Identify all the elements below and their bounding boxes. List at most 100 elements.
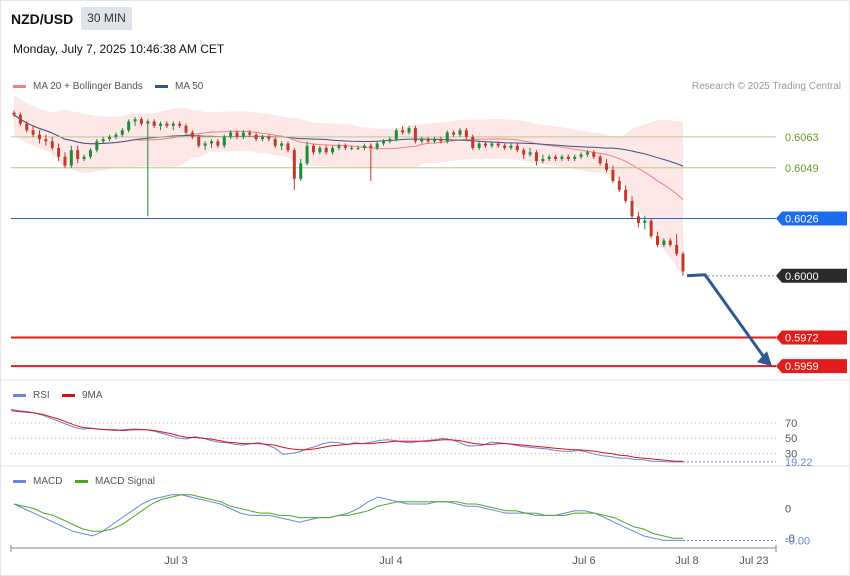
candle [458,128,462,137]
badge-label: 0.6000 [785,271,819,283]
candle [37,130,41,144]
candle-body [292,150,296,179]
candle-body [515,145,519,151]
candle-body [216,141,220,146]
candle-body [439,139,443,142]
badge-shape [776,268,847,283]
candle-body [413,128,417,142]
candle-body [420,139,424,142]
badge-label: 0.6026 [785,213,819,225]
candle [509,143,513,151]
candle [95,139,99,153]
candle-body [426,139,430,142]
candle [382,139,386,146]
candle-body [286,143,290,151]
candle [216,139,220,148]
candle-body [63,156,67,166]
candle [624,185,628,204]
candle [210,139,214,148]
candle [439,136,443,144]
candle [636,211,640,228]
candle-body [452,132,456,135]
resistance-label: 0.6063 [785,132,819,144]
candle [547,154,551,162]
rsi-tick-label: 70 [785,418,797,430]
candle-body [76,150,80,159]
candle [483,141,487,148]
candle-body [547,156,551,159]
candle [197,134,201,148]
candle-body [668,240,672,245]
arrow-head [757,351,772,367]
rsi-ma-legend-label: 9MA [82,390,103,401]
x-tick-label: Jul 3 [164,555,187,567]
candle [292,147,296,190]
candle-body [127,121,131,131]
candle [420,136,424,144]
macd-tick-label: -0 [785,533,795,545]
candle-body [675,244,679,254]
candle [190,130,194,140]
candle-body [617,180,621,190]
candle-body [643,220,647,223]
candle [101,136,105,144]
candle-body [649,220,653,237]
candle-body [394,130,398,140]
rsi-legend-label: RSI [33,390,50,401]
candle-body [229,132,233,137]
candle [152,119,156,129]
candle-body [178,123,182,126]
macd-swatch [13,480,26,483]
candle [222,134,226,148]
candle-body [496,143,500,146]
candle-body [280,143,284,146]
candle-body [585,152,589,155]
candle-body [299,163,303,179]
ma50-line [13,114,684,167]
candle [273,136,277,148]
candle [445,130,449,144]
rsi-ma-line [10,410,683,462]
candle-body [324,147,328,153]
candle [413,125,417,144]
candle-body [203,143,207,146]
timeframe-button[interactable]: 30 MIN [81,7,132,30]
candle [108,134,112,142]
candle [675,233,679,256]
candle [515,143,519,153]
candle-body [318,147,322,153]
candle-body [458,130,462,135]
candle [146,119,150,217]
candle-body [541,158,545,162]
candle [681,251,685,276]
rsi-swatch [13,394,26,397]
candle-body [248,132,252,135]
candle-body [509,145,513,148]
forecast-arrow [686,273,772,367]
candle [184,123,188,135]
candle [426,136,430,144]
candle-body [343,145,347,148]
candle-body [159,123,163,126]
candle-body [267,136,271,140]
candle [311,143,315,155]
candle-body [57,147,61,157]
candle-body [464,130,468,137]
candle-body [133,119,137,122]
candle-body [573,156,577,159]
legend-rsi-ma: 9MA [62,390,103,401]
candle-body [31,130,35,135]
macd-signal-swatch [75,480,88,483]
candle-body [388,139,392,142]
candle [375,141,379,151]
candle [165,121,169,129]
candle-body [82,156,86,159]
candle-body [445,132,449,142]
candle-body [471,136,475,148]
candle-body [528,152,532,155]
candle [114,132,118,140]
candle [566,154,570,162]
candle [337,143,341,151]
candle-body [331,147,335,153]
